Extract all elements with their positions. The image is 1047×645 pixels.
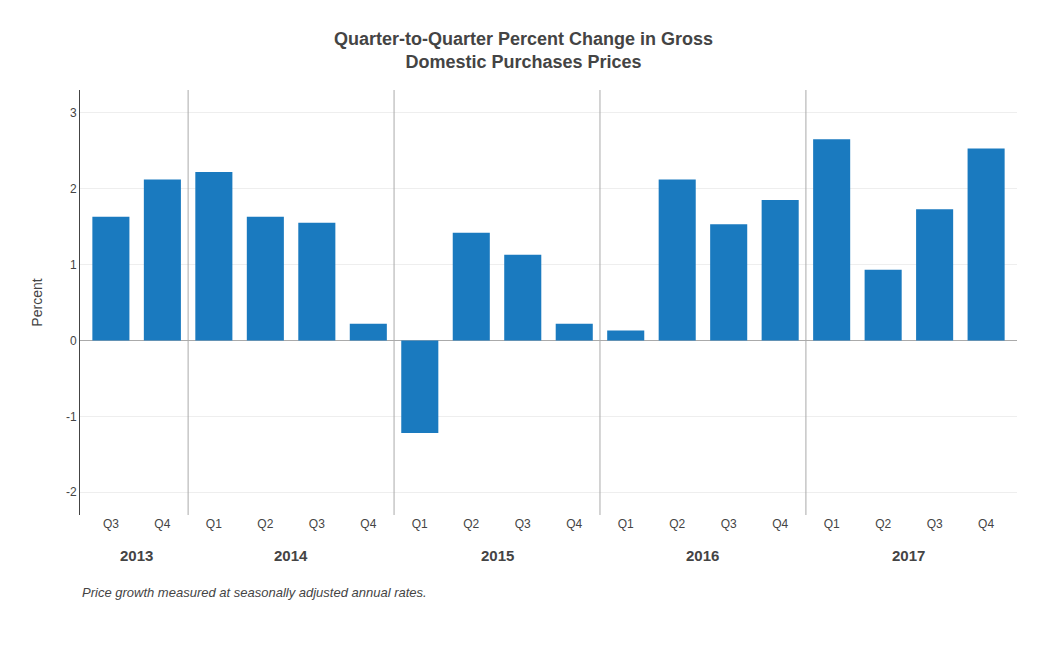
svg-text:Q2: Q2 xyxy=(669,517,685,531)
svg-text:Q3: Q3 xyxy=(103,517,119,531)
svg-text:1: 1 xyxy=(70,258,77,272)
svg-text:-2: -2 xyxy=(66,485,77,499)
svg-text:2016: 2016 xyxy=(686,547,719,564)
svg-text:Q3: Q3 xyxy=(721,517,737,531)
svg-text:Q4: Q4 xyxy=(772,517,788,531)
svg-text:Q1: Q1 xyxy=(618,517,634,531)
svg-text:Q4: Q4 xyxy=(978,517,994,531)
svg-text:2: 2 xyxy=(70,182,77,196)
svg-text:Q4: Q4 xyxy=(566,517,582,531)
svg-text:Q2: Q2 xyxy=(875,517,891,531)
svg-text:Quarter-to-Quarter Percent Cha: Quarter-to-Quarter Percent Change in Gro… xyxy=(334,29,713,72)
svg-text:Q1: Q1 xyxy=(206,517,222,531)
svg-text:2014: 2014 xyxy=(274,547,308,564)
svg-text:Q4: Q4 xyxy=(154,517,170,531)
svg-text:Q2: Q2 xyxy=(463,517,479,531)
svg-text:0: 0 xyxy=(70,334,77,348)
svg-text:Q3: Q3 xyxy=(309,517,325,531)
svg-text:2013: 2013 xyxy=(120,547,153,564)
svg-text:Price growth measured at seaso: Price growth measured at seasonally adju… xyxy=(82,585,427,600)
svg-text:2017: 2017 xyxy=(892,547,925,564)
svg-text:Q2: Q2 xyxy=(257,517,273,531)
svg-text:Percent: Percent xyxy=(29,278,45,326)
svg-text:3: 3 xyxy=(70,106,77,120)
svg-text:Q3: Q3 xyxy=(515,517,531,531)
svg-text:Q1: Q1 xyxy=(824,517,840,531)
svg-text:Q3: Q3 xyxy=(927,517,943,531)
svg-text:2015: 2015 xyxy=(481,547,514,564)
svg-text:-1: -1 xyxy=(66,410,77,424)
svg-text:Q4: Q4 xyxy=(360,517,376,531)
svg-text:Q1: Q1 xyxy=(412,517,428,531)
